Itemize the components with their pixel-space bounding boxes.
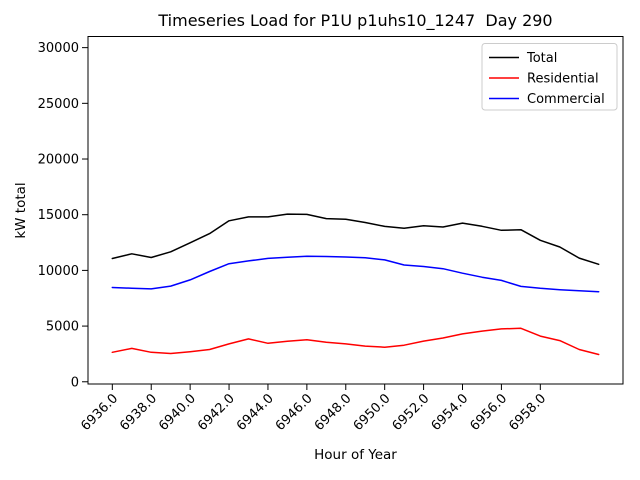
y-tick-label: 30000 xyxy=(38,41,79,56)
y-tick-label: 5000 xyxy=(46,320,79,335)
chart-title: Timeseries Load for P1U p1uhs10_1247 Day… xyxy=(157,11,552,31)
x-tick-label: 6936.0 xyxy=(78,391,121,434)
x-tick-label: 6950.0 xyxy=(351,391,394,434)
x-tick-label: 6956.0 xyxy=(467,391,510,434)
legend-layer: Total Residential Commercial xyxy=(481,43,618,111)
series-line-commercial xyxy=(111,255,600,293)
x-tick-label: 6938.0 xyxy=(117,391,160,434)
y-tick-label: 10000 xyxy=(38,264,79,279)
x-tick-label: 6942.0 xyxy=(195,391,238,434)
legend-label-residential: Residential xyxy=(527,72,599,87)
y-tick-label: 0 xyxy=(71,375,79,390)
x-tick-label: 6952.0 xyxy=(390,391,433,434)
legend-box xyxy=(481,43,618,111)
y-tick-label: 15000 xyxy=(38,208,79,223)
legend-label-total: Total xyxy=(526,51,557,66)
series-line-total xyxy=(111,213,600,266)
x-axis-label: Hour of Year xyxy=(314,447,397,463)
y-tick-label: 20000 xyxy=(38,153,79,168)
y-tick-label: 25000 xyxy=(38,97,79,112)
x-tick-label: 6954.0 xyxy=(429,391,472,434)
x-tick-label: 6948.0 xyxy=(312,391,355,434)
y-axis-label: kW total xyxy=(13,182,29,238)
x-tick-label: 6946.0 xyxy=(273,391,316,434)
series-line-residential xyxy=(111,327,600,356)
x-tick-label: 6958.0 xyxy=(506,391,549,434)
legend-label-commercial: Commercial xyxy=(527,92,605,107)
x-tick-label: 6940.0 xyxy=(156,391,199,434)
series-layer xyxy=(111,213,600,356)
x-tick-label: 6944.0 xyxy=(234,391,277,434)
